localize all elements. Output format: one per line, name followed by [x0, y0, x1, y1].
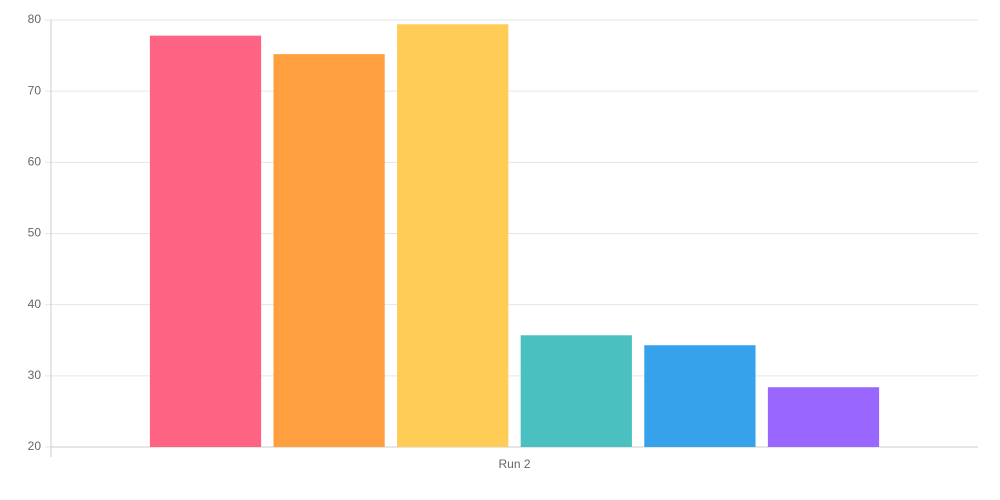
bar: [644, 345, 756, 447]
bar: [767, 387, 880, 447]
y-tick-label: 70: [28, 83, 42, 97]
bar: [149, 35, 262, 447]
y-tick-label: 50: [28, 226, 42, 240]
y-tick-label: 30: [28, 368, 42, 382]
bar: [397, 24, 509, 448]
bar: [520, 335, 632, 447]
x-tick-label: Run 2: [498, 457, 530, 471]
y-tick-label: 40: [28, 297, 42, 311]
y-tick-label: 20: [28, 439, 42, 453]
y-tick-label: 60: [28, 155, 42, 169]
bar: [273, 54, 385, 447]
y-tick-label: 80: [28, 12, 42, 26]
